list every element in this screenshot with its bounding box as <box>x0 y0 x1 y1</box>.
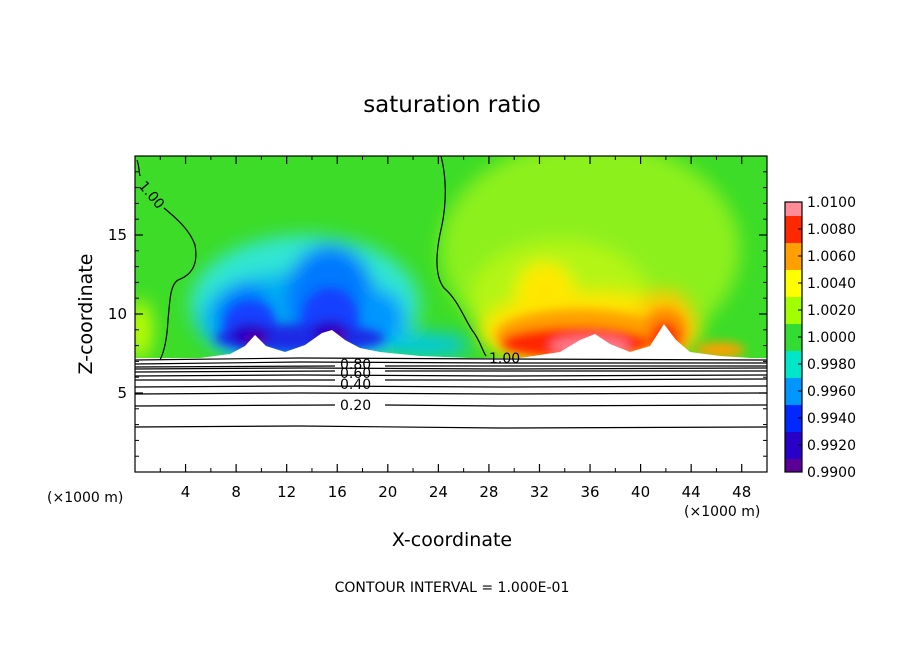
contour-line <box>135 357 767 361</box>
contour-label: 0.40 <box>340 377 371 393</box>
colorbar-swatch <box>785 431 802 446</box>
colorbar-label: 0.9940 <box>807 411 856 427</box>
colorbar-swatch <box>785 242 802 257</box>
colorbar-swatch <box>785 296 802 311</box>
colorbar-swatch <box>785 458 802 473</box>
x-tick-label: 12 <box>277 483 296 501</box>
y-tick-label: 15 <box>108 226 127 244</box>
colorbar-label: 0.9980 <box>807 357 856 373</box>
colorbar-label: 0.9900 <box>807 465 856 481</box>
contour-interval-note: CONTOUR INTERVAL = 1.000E-01 <box>335 580 570 596</box>
plot-area: 1.00 1.00 0.80 0.60 0.40 0.20 <box>135 156 767 472</box>
contour-line-100-center <box>436 156 487 357</box>
x-tick-label: 4 <box>181 483 191 501</box>
contour-line <box>135 367 767 370</box>
x-tick-label: 20 <box>378 483 397 501</box>
colorbar-swatch <box>785 310 802 324</box>
contour-line <box>135 392 767 395</box>
x-tick-label: 32 <box>530 483 549 501</box>
contour-line-100-left <box>136 159 197 361</box>
colorbar-label: 1.0000 <box>807 330 856 346</box>
colorbar-swatch <box>785 202 802 216</box>
x-tick-label: 24 <box>429 483 448 501</box>
contour-label: 0.20 <box>340 398 371 414</box>
colorbar-label: 1.0060 <box>807 249 856 265</box>
colorbar-label: 1.0020 <box>807 303 856 319</box>
contour-line <box>135 361 767 365</box>
contour-line-040 <box>135 378 767 381</box>
colorbar-label: 1.0100 <box>807 195 856 211</box>
contour-line <box>135 374 767 377</box>
colorbar-swatch <box>785 215 802 230</box>
x-tick-label: 16 <box>328 483 347 501</box>
x-axis-unit: (×1000 m) <box>684 504 760 520</box>
y-tick-label: 10 <box>108 305 127 323</box>
colorbar-swatch <box>785 364 802 378</box>
colorbar-swatch <box>785 445 802 459</box>
colorbar-swatch <box>785 256 802 270</box>
contour-line-020 <box>135 404 767 407</box>
colorbar-label: 0.9960 <box>807 384 856 400</box>
colorbar-swatch <box>785 418 802 432</box>
colorbar-swatch <box>785 391 802 405</box>
x-tick-label: 44 <box>682 483 701 501</box>
saturation-field <box>135 156 767 358</box>
x-tick-label: 36 <box>580 483 599 501</box>
colorbar-swatch <box>785 377 802 392</box>
contour-line-080 <box>135 365 767 368</box>
colorbar-label: 1.0080 <box>807 222 856 238</box>
contour-label: 1.00 <box>489 351 520 367</box>
y-axis: 5 10 15 <box>108 171 767 457</box>
y-tick-label: 5 <box>117 384 127 402</box>
x-axis-title: X-coordinate <box>392 529 512 551</box>
colorbar-label: 1.0040 <box>807 276 856 292</box>
contour-label: 0.80 <box>340 357 371 373</box>
contour-lines <box>135 156 767 429</box>
colorbar-swatch <box>785 404 802 419</box>
z-axis-unit: (×1000 m) <box>47 490 123 506</box>
colorbar-swatch <box>785 323 802 338</box>
x-tick-label: 40 <box>631 483 650 501</box>
contour-line <box>135 385 767 388</box>
colorbar-swatch <box>785 283 802 297</box>
colorbar-swatch <box>785 269 802 284</box>
colorbar-swatch <box>785 337 802 351</box>
contour-label: 0.60 <box>340 366 371 382</box>
x-tick-label: 48 <box>732 483 751 501</box>
chart-title: saturation ratio <box>363 92 541 118</box>
contour-line-060 <box>135 370 767 373</box>
y-axis-title: Z-coordinate <box>75 254 97 375</box>
colorbar-swatch <box>785 229 802 243</box>
colorbar-label: 0.9920 <box>807 438 856 454</box>
contour-line <box>135 425 767 429</box>
colorbar: 0.9900 0.9920 0.9940 0.9960 0.9980 1.0000 1.00… <box>784 195 856 481</box>
x-tick-label: 8 <box>231 483 241 501</box>
colorbar-swatch <box>785 350 802 365</box>
x-tick-label: 28 <box>479 483 498 501</box>
x-axis: 4 8 12 16 20 24 28 32 36 40 44 48 <box>159 156 751 501</box>
